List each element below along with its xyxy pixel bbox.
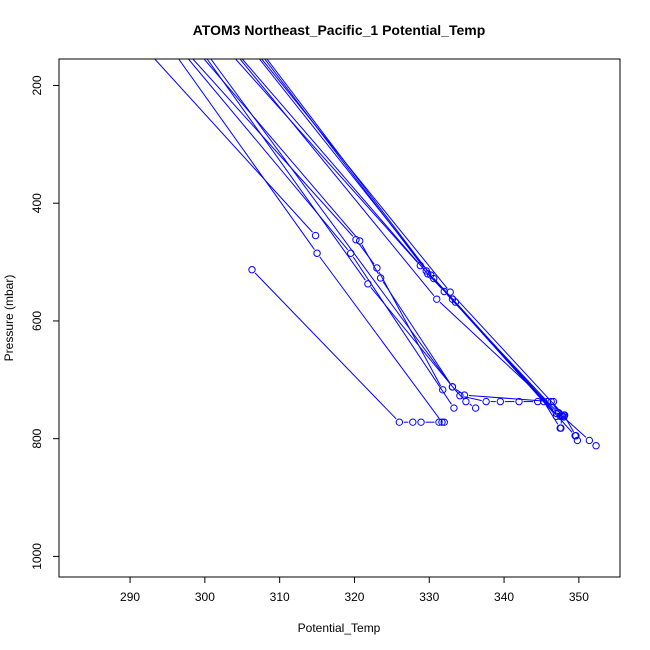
series-7-point-5	[585, 436, 594, 445]
plot-frame	[58, 58, 621, 578]
series-11-point-4	[573, 436, 582, 445]
series-4-segment-1	[358, 243, 375, 265]
series-14-point-2	[552, 409, 561, 418]
series-2-point-1	[313, 249, 321, 257]
series-6-point-1	[364, 280, 372, 288]
series-14	[266, 59, 567, 421]
series-0-point-4	[435, 418, 443, 426]
series-5-point-1	[355, 237, 364, 245]
series-5-segment-1	[361, 244, 379, 275]
series-13-point-2	[540, 397, 548, 406]
series-8-segment-0	[235, 59, 418, 263]
x-tick-label-5: 340	[494, 590, 514, 604]
y-tick-label-1: 400	[30, 193, 44, 213]
series-13-segment-0	[264, 59, 424, 268]
series-14-point-3	[558, 412, 567, 421]
series-7	[210, 59, 600, 450]
series-13	[264, 59, 564, 432]
series-10-segment-0	[241, 59, 426, 271]
series-13-point-1	[422, 267, 430, 275]
series-6-point-4	[496, 397, 505, 406]
series-0	[248, 266, 448, 426]
x-tick-label-2: 310	[270, 590, 290, 604]
series-7-point-6	[592, 442, 600, 450]
x-tick-label-4: 330	[419, 590, 439, 604]
series-1-segment-0	[154, 59, 313, 233]
x-tick-label-0: 290	[120, 590, 140, 604]
chart-title: ATOM3 Northeast_Pacific_1 Potential_Temp	[193, 22, 486, 38]
series-2-point-2	[438, 418, 446, 426]
series-2-segment-0	[178, 59, 315, 250]
axes: 290 300 310 320 330 340 350 200 400 600 800 1000	[30, 75, 589, 604]
series-11-point-2	[451, 298, 460, 306]
series-7-point-3	[547, 397, 555, 406]
series-6-segment-1	[370, 287, 458, 393]
y-tick-label-3: 800	[30, 428, 44, 448]
series-12-point-2	[560, 411, 568, 419]
series-13-point-3	[556, 424, 564, 432]
series-8-point-4	[549, 397, 558, 406]
series-7-point-2	[460, 391, 469, 399]
series-5-segment-4	[469, 403, 473, 406]
series-14-point-1	[427, 271, 435, 279]
series-13-segment-2	[545, 405, 559, 425]
series-6-point-3	[482, 397, 490, 406]
series-9-point-1	[433, 295, 441, 303]
y-tick-label-4: 1000	[30, 543, 44, 570]
series-5-segment-2	[382, 281, 451, 384]
series-7-segment-3	[553, 405, 557, 410]
series-6-point-5	[515, 397, 523, 406]
x-axis-label: Potential_Temp	[298, 621, 381, 635]
x-tick-label-6: 350	[569, 590, 589, 604]
series-0-point-1	[395, 418, 404, 426]
series-layer	[154, 59, 600, 450]
y-tick-label-2: 600	[30, 311, 44, 331]
series-1-point-1	[311, 231, 320, 240]
series-12-segment-1	[452, 295, 562, 413]
x-tick-label-1: 300	[195, 590, 215, 604]
series-7-segment-0	[210, 59, 451, 384]
series-12-point-3	[572, 432, 580, 440]
series-5-point-5	[471, 404, 480, 412]
series-3-point-2	[450, 404, 458, 412]
y-axis-label: Pressure (mbar)	[2, 275, 16, 362]
series-10-point-4	[557, 411, 566, 419]
series-2-segment-1	[319, 256, 440, 419]
series-5-segment-0	[203, 59, 358, 238]
series-7-segment-1	[455, 389, 461, 393]
series-0-segment-0	[254, 272, 397, 420]
series-0-point-2	[409, 418, 417, 426]
series-4-point-3	[439, 386, 447, 394]
series-12-segment-2	[565, 418, 575, 433]
series-14-segment-0	[266, 59, 429, 272]
series-0-point-3	[417, 418, 425, 426]
series-12-point-1	[446, 288, 454, 296]
series-2	[178, 59, 446, 426]
series-14-segment-1	[433, 278, 554, 411]
series-4-segment-0	[192, 59, 354, 237]
series-7-point-1	[448, 383, 457, 391]
series-5-point-2	[376, 274, 385, 282]
y-tick-label-0: 200	[30, 75, 44, 95]
series-13-segment-1	[428, 273, 542, 399]
series-7-segment-2	[468, 394, 547, 402]
series-0-point-5	[440, 418, 448, 426]
series-9-segment-0	[239, 59, 435, 296]
series-1	[154, 59, 320, 240]
x-tick-label-3: 320	[344, 590, 364, 604]
series-6	[206, 59, 542, 406]
series-0-point-0	[248, 266, 256, 274]
series-6-segment-0	[206, 59, 366, 281]
